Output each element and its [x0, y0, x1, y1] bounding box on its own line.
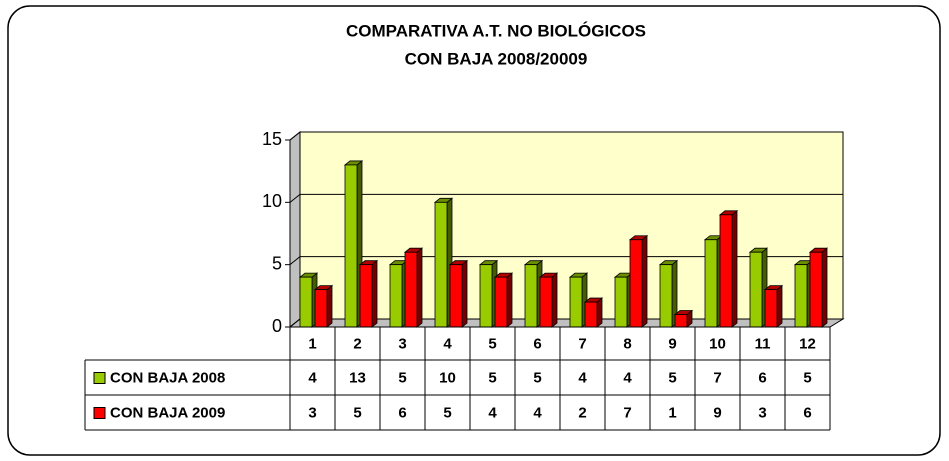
table-value: 5	[443, 404, 451, 421]
bar	[359, 264, 373, 328]
bar	[494, 276, 508, 328]
bar	[749, 251, 763, 328]
bar	[389, 264, 403, 328]
bar	[314, 289, 328, 328]
legend-key	[93, 407, 106, 419]
table-value: 6	[758, 369, 766, 386]
bar	[299, 276, 313, 328]
x-tick-label: 6	[533, 335, 541, 352]
y-tick-label: 5	[272, 253, 282, 273]
bar-side	[506, 272, 513, 328]
x-tick-label: 2	[353, 335, 361, 352]
bar	[674, 314, 688, 328]
table-value: 5	[353, 404, 361, 421]
x-tick-label: 1	[308, 335, 316, 352]
x-tick-label: 11	[755, 335, 771, 352]
bar	[719, 214, 733, 328]
table-value: 3	[758, 404, 766, 421]
x-tick-label: 7	[578, 335, 586, 352]
x-tick-label: 4	[443, 335, 452, 352]
bar	[809, 251, 823, 328]
bar	[404, 251, 418, 328]
table-value: 4	[533, 404, 542, 421]
x-tick-label: 10	[709, 335, 726, 352]
bar-side	[326, 284, 333, 328]
chart-subtitle: CON BAJA 2008/20009	[405, 49, 588, 68]
bar	[794, 264, 808, 328]
grid-line	[289, 193, 301, 203]
bar	[539, 276, 553, 328]
table-value: 5	[803, 369, 811, 386]
bar-side	[371, 259, 378, 328]
x-tick-label: 9	[668, 335, 676, 352]
x-tick-label: 12	[799, 335, 816, 352]
bar-side	[551, 272, 558, 328]
table-value: 5	[668, 369, 676, 386]
table-value: 5	[488, 369, 496, 386]
grid-line	[289, 318, 301, 328]
legend-key	[93, 372, 106, 384]
y-tick-label: 10	[262, 191, 282, 211]
bar-side	[641, 234, 648, 328]
bar	[659, 264, 673, 328]
table-value: 10	[439, 369, 456, 386]
table-value: 2	[578, 404, 586, 421]
bar	[629, 239, 643, 328]
bar	[569, 276, 583, 328]
table-value: 4	[623, 369, 632, 386]
grid-line	[289, 256, 301, 266]
table-value: 5	[398, 369, 406, 386]
legend-label: CON BAJA 2009	[110, 404, 225, 421]
legend-label: CON BAJA 2008	[110, 369, 225, 386]
bar	[764, 289, 778, 328]
table-value: 7	[713, 369, 721, 386]
bar	[614, 276, 628, 328]
table-value: 1	[668, 404, 676, 421]
bar	[479, 264, 493, 328]
table-value: 4	[488, 404, 497, 421]
y-tick-label: 15	[262, 129, 282, 149]
chart-title: COMPARATIVA A.T. NO BIOLÓGICOS	[346, 21, 646, 40]
bar-side	[416, 247, 423, 328]
table-value: 5	[533, 369, 541, 386]
bar	[434, 201, 448, 328]
bar	[524, 264, 538, 328]
bar-side	[776, 284, 783, 328]
table-value: 9	[713, 404, 721, 421]
bar	[704, 239, 718, 328]
bar	[449, 264, 463, 328]
table-value: 7	[623, 404, 631, 421]
bar-side	[731, 209, 738, 328]
bar-side	[461, 259, 468, 328]
grid-line	[289, 131, 301, 141]
y-tick-label: 0	[272, 316, 282, 336]
table-value: 13	[349, 369, 366, 386]
table-value: 6	[803, 404, 811, 421]
x-tick-label: 3	[398, 335, 406, 352]
bar-side	[821, 247, 828, 328]
table-value: 4	[308, 369, 317, 386]
table-value: 4	[578, 369, 587, 386]
table-value: 3	[308, 404, 316, 421]
table-value: 6	[398, 404, 406, 421]
x-tick-label: 5	[488, 335, 496, 352]
x-tick-label: 8	[623, 335, 631, 352]
bar	[344, 164, 358, 328]
bar	[584, 301, 598, 328]
side-wall	[289, 130, 301, 329]
bar-side	[596, 297, 603, 328]
